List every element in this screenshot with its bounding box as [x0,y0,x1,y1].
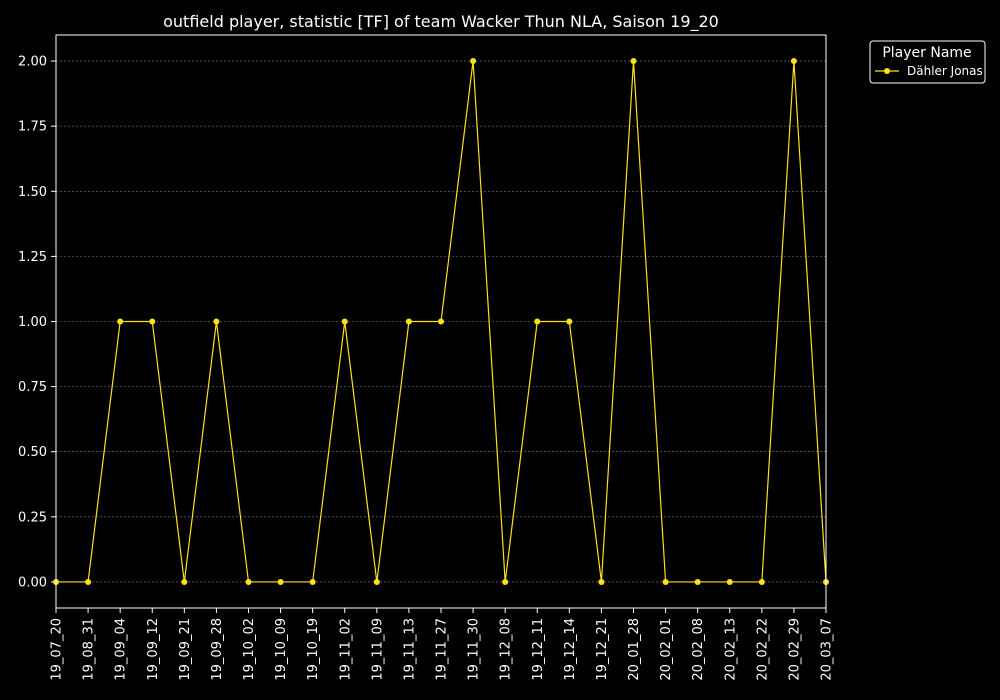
x-tick-label: 20_02_13 [723,618,738,681]
y-tick-label: 0.00 [18,575,47,590]
data-point [758,578,765,585]
data-point [181,578,188,585]
data-point [662,578,669,585]
data-point [405,318,412,325]
plot-frame [55,34,827,609]
data-point [598,578,605,585]
x-tick-label: 19_09_12 [146,618,161,681]
y-tick-label: 1.50 [18,185,47,200]
x-tick-label: 19_12_14 [563,618,578,681]
data-point [245,578,252,585]
legend-entry-label: Dähler Jonas [907,64,983,78]
data-point [85,578,92,585]
data-point [726,578,733,585]
y-axis: 0.00 0.25 0.50 0.75 1.00 1.25 1.50 1.75 2.00 [18,55,56,590]
data-point [566,318,573,325]
x-tick-label: 19_08_31 [82,618,97,681]
x-tick-label: 19_09_28 [210,618,225,681]
legend-box [869,40,986,84]
data-point [149,318,156,325]
x-tick-label: 19_10_02 [242,618,257,681]
x-tick-label: 20_02_01 [659,618,674,681]
y-tick-label: 1.00 [18,315,47,330]
legend-title: Player Name [882,45,971,61]
x-axis: 19_07_20 19_08_31 19_09_04 19_09_12 19_09_21… [50,608,835,681]
data-point [373,578,380,585]
data-point [309,578,316,585]
x-tick-label: 19_11_09 [370,618,385,681]
data-point [694,578,701,585]
x-tick-label: 20_02_08 [691,618,706,681]
x-tick-label: 19_10_19 [306,618,321,681]
y-tick-label: 2.00 [18,55,47,70]
x-tick-label: 19_12_21 [595,618,610,681]
data-point [117,318,124,325]
x-tick-label: 19_11_13 [402,618,417,681]
x-tick-label: 20_02_29 [787,618,802,681]
x-tick-label: 19_11_27 [435,618,450,681]
x-tick-label: 19_11_02 [338,618,353,681]
y-tick-label: 1.25 [18,250,47,265]
data-point [277,578,284,585]
x-tick-label: 20_03_07 [820,618,835,681]
data-point [630,58,637,65]
data-point [502,578,509,585]
data-point [534,318,541,325]
x-tick-label: 19_07_20 [50,618,65,681]
x-tick-label: 19_11_30 [467,618,482,681]
x-tick-label: 20_01_28 [627,618,642,681]
x-tick-label: 19_09_04 [114,618,129,681]
data-point [470,58,477,65]
x-tick-label: 19_12_11 [531,618,546,681]
chart-title: outfield player, statistic [TF] of team … [163,12,719,32]
legend-marker-swatch [884,68,890,74]
x-tick-label: 20_02_22 [755,618,770,681]
y-tick-label: 1.75 [18,120,47,135]
y-tick-label: 0.75 [18,380,47,395]
x-tick-label: 19_12_08 [499,618,514,681]
data-point [341,318,348,325]
y-tick-label: 0.25 [18,510,47,525]
data-point [790,58,797,65]
legend: Player Name Dähler Jonas [869,40,986,84]
data-point [438,318,444,325]
x-tick-label: 19_09_21 [178,618,193,681]
y-tick-label: 0.50 [18,445,47,460]
x-tick-label: 19_10_09 [274,618,289,681]
data-point [213,318,220,325]
